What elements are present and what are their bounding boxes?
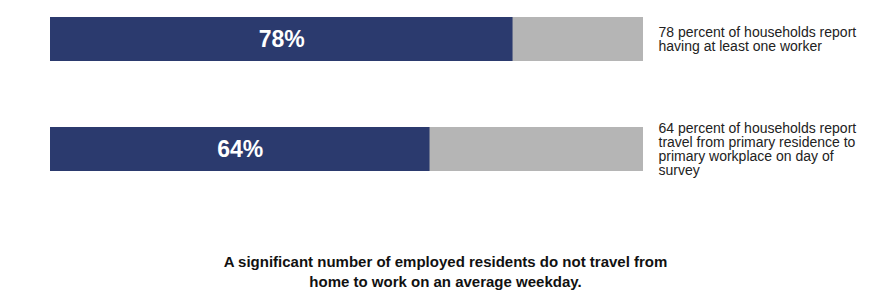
html-text:A significant number of employ: A significant number of employed residen…: [223, 253, 668, 290]
svg-text:78%: 78%: [259, 26, 305, 52]
svg-text:64 percent of households repor: 64 percent of households reporttravel fr…: [659, 120, 857, 178]
svg-text:78 percent of households repor: 78 percent of households reporthaving at…: [659, 24, 857, 54]
svg-text:64%: 64%: [217, 136, 263, 162]
